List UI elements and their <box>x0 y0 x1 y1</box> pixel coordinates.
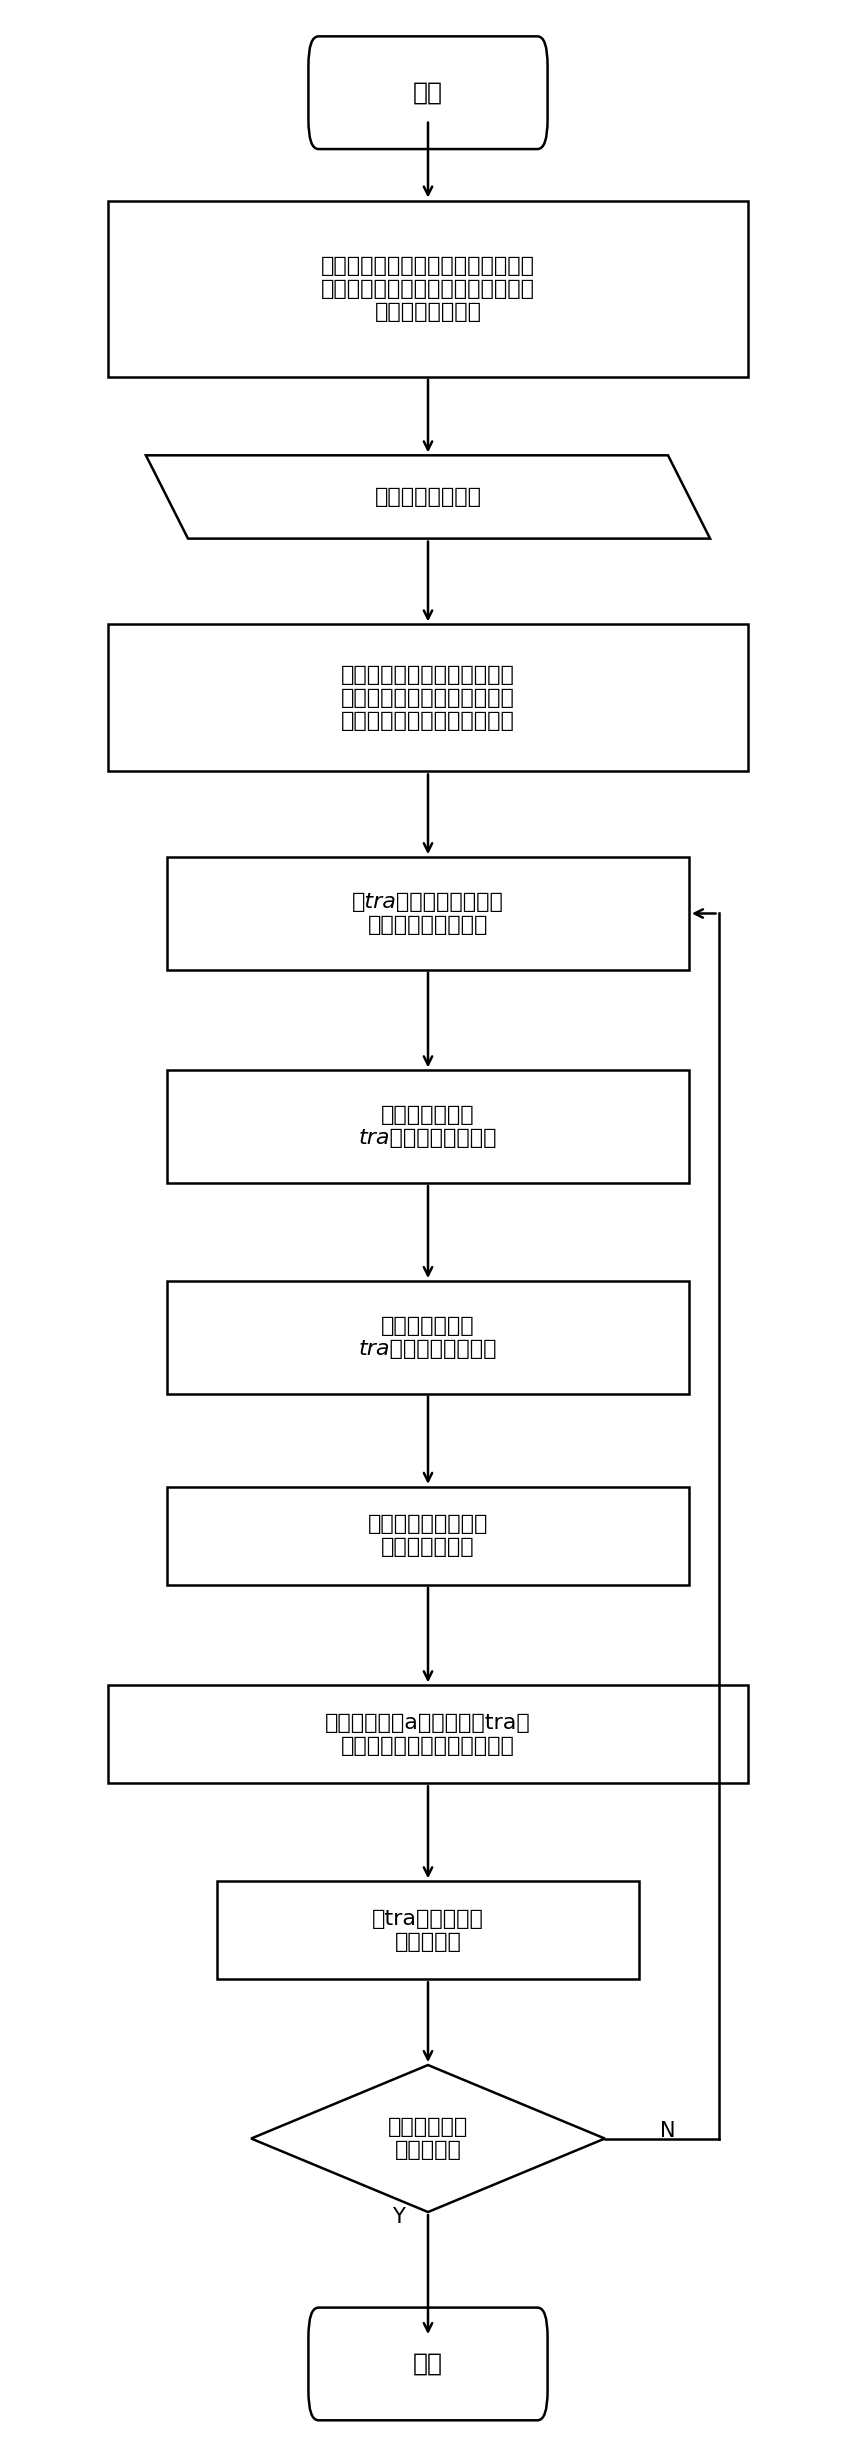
Text: 计算各地点成为
tra的终点的后验概率: 计算各地点成为 tra的终点的后验概率 <box>359 1316 497 1360</box>
Text: Y: Y <box>392 2208 405 2227</box>
Text: 输入待预测轨迹集: 输入待预测轨迹集 <box>374 488 481 508</box>
Bar <box>167 1281 689 1395</box>
Text: 将各地点按其后验概
率大小降序排序: 将各地点按其后验概 率大小降序排序 <box>368 1515 488 1557</box>
Polygon shape <box>251 2065 605 2213</box>
Text: N: N <box>660 2122 675 2141</box>
Text: 将tra从待预测轨
迹集中删除: 将tra从待预测轨 迹集中删除 <box>372 1910 484 1951</box>
Text: 结束: 结束 <box>413 2353 443 2375</box>
FancyBboxPatch shape <box>308 37 548 148</box>
Bar <box>108 1685 748 1784</box>
Text: 导入离线计算得到的地点集合、各地
点的先验概率、单步转移概率矩阵和
综合转移概率矩阵: 导入离线计算得到的地点集合、各地 点的先验概率、单步转移概率矩阵和 综合转移概率… <box>321 256 535 323</box>
Text: 令tra为待预测轨迹集合
中的一条待预测轨迹: 令tra为待预测轨迹集合 中的一条待预测轨迹 <box>352 892 504 934</box>
FancyBboxPatch shape <box>308 2309 548 2420</box>
Text: 取排序后的前a个地点作为tra的
预测目的地并记录该预测结果: 取排序后的前a个地点作为tra的 预测目的地并记录该预测结果 <box>325 1712 531 1757</box>
Text: 待预测轨迹集
是否为空？: 待预测轨迹集 是否为空？ <box>388 2117 468 2161</box>
Text: 将待预测数据集中的以经纬度
序列形式表示的原始轨迹转换
成以地点序列形式表示的轨迹: 将待预测数据集中的以经纬度 序列形式表示的原始轨迹转换 成以地点序列形式表示的轨… <box>341 665 515 732</box>
Polygon shape <box>146 456 710 540</box>
Text: 开始: 开始 <box>413 81 443 103</box>
Bar <box>108 623 748 771</box>
Bar <box>167 857 689 971</box>
Bar <box>167 1069 689 1183</box>
Text: 计算各地点成为
tra的终点的条件概率: 计算各地点成为 tra的终点的条件概率 <box>359 1104 497 1148</box>
Bar <box>217 1882 639 1979</box>
Bar <box>108 200 748 377</box>
Bar <box>167 1486 689 1584</box>
